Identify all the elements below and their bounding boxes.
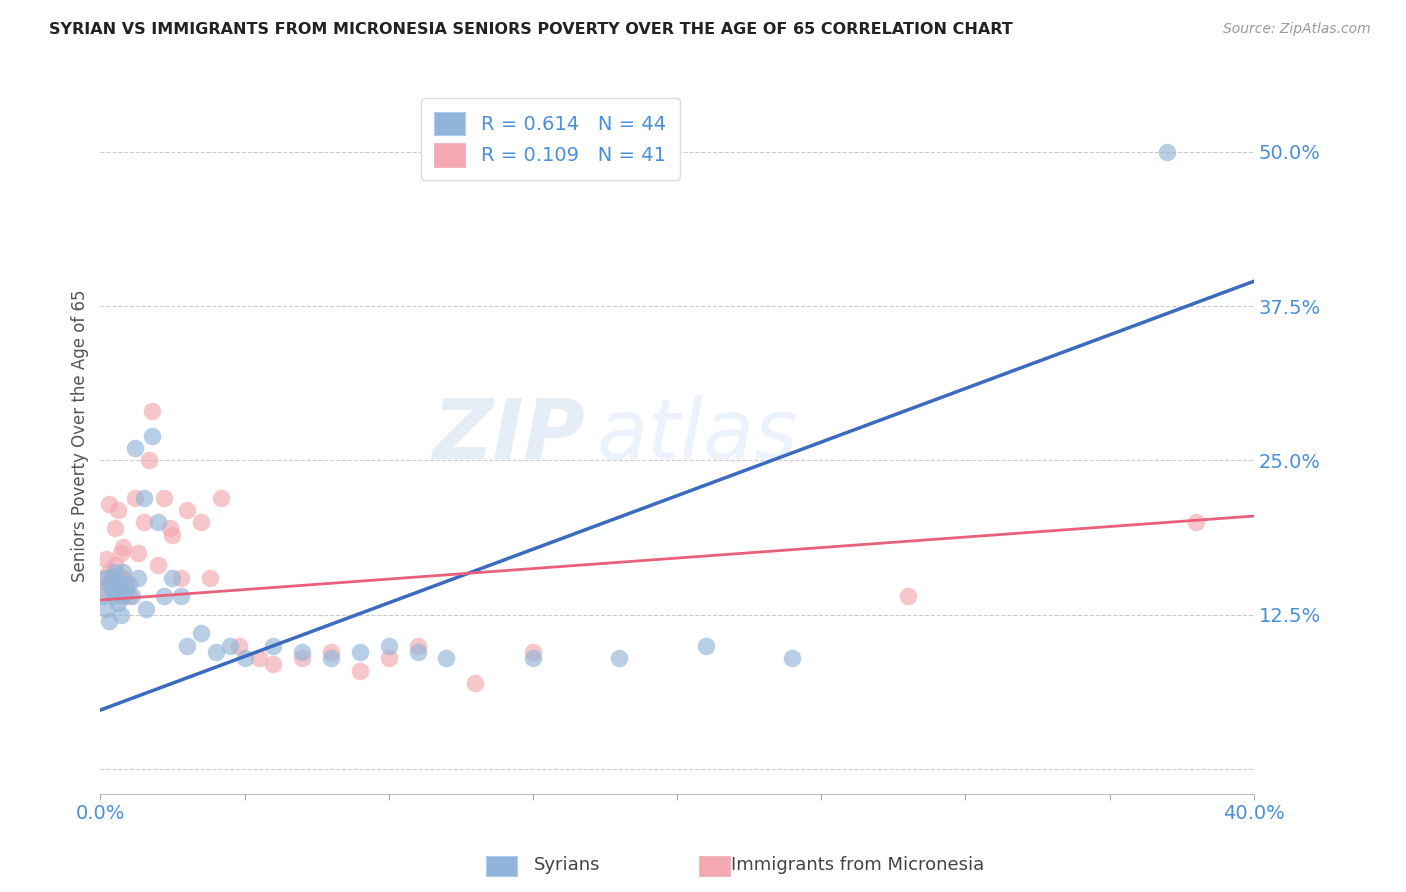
Point (107, 583, 129, 598)
Point (1185, 515, 1208, 529)
Point (118, 590, 141, 604)
Point (609, 651, 631, 665)
Point (110, 571, 132, 585)
Point (110, 546, 132, 560)
Point (162, 527, 184, 541)
Point (115, 577, 138, 591)
Point (98, 565, 121, 579)
Text: ZIP: ZIP (432, 395, 585, 476)
Point (118, 577, 141, 591)
Point (146, 515, 169, 529)
Text: Source: ZipAtlas.com: Source: ZipAtlas.com (1223, 22, 1371, 37)
Point (107, 503, 129, 517)
Point (127, 546, 149, 560)
Point (377, 651, 399, 665)
Point (132, 515, 155, 529)
Text: Immigrants from Micronesia: Immigrants from Micronesia (731, 856, 984, 874)
Point (190, 626, 212, 640)
Text: Syrians: Syrians (534, 856, 600, 874)
Point (91, 571, 114, 585)
Point (138, 453, 160, 467)
Text: SYRIAN VS IMMIGRANTS FROM MICRONESIA SENIORS POVERTY OVER THE AGE OF 65 CORRELAT: SYRIAN VS IMMIGRANTS FROM MICRONESIA SEN… (49, 22, 1012, 37)
Point (104, 521, 127, 535)
Point (104, 590, 127, 604)
Point (204, 645, 226, 659)
Point (112, 540, 135, 554)
Point (112, 590, 135, 604)
Point (98, 614, 121, 628)
Point (262, 639, 284, 653)
Point (349, 664, 371, 678)
Point (101, 571, 124, 585)
Point (1156, 145, 1178, 159)
Point (233, 651, 256, 665)
Point (522, 651, 544, 665)
Y-axis label: Seniors Poverty Over the Age of 65: Seniors Poverty Over the Age of 65 (72, 290, 89, 582)
Point (115, 583, 138, 598)
Point (94, 552, 117, 566)
Point (110, 577, 132, 591)
Point (124, 491, 146, 505)
Point (107, 596, 129, 610)
Point (146, 558, 169, 573)
Point (406, 645, 429, 659)
Point (522, 645, 544, 659)
Point (247, 651, 270, 665)
Point (219, 639, 242, 653)
Point (897, 590, 920, 604)
Point (104, 558, 127, 573)
Point (170, 590, 193, 604)
Point (94, 571, 117, 585)
Point (211, 491, 233, 505)
Point (110, 607, 132, 622)
Legend: R = 0.614   N = 44, R = 0.109   N = 41: R = 0.614 N = 44, R = 0.109 N = 41 (420, 98, 679, 180)
Point (349, 645, 371, 659)
Point (190, 515, 212, 529)
Point (159, 521, 181, 535)
Point (141, 404, 163, 418)
Point (170, 571, 193, 585)
Point (94, 583, 117, 598)
Point (198, 571, 221, 585)
Point (124, 441, 146, 455)
Point (152, 590, 174, 604)
Point (162, 571, 184, 585)
Point (98, 497, 121, 511)
Point (176, 503, 198, 517)
Point (291, 645, 314, 659)
Point (782, 651, 804, 665)
Point (94, 601, 117, 615)
Point (141, 429, 163, 443)
Text: atlas: atlas (596, 395, 799, 476)
Point (98, 577, 121, 591)
Point (228, 639, 250, 653)
Point (101, 583, 124, 598)
Point (121, 590, 143, 604)
Point (434, 651, 457, 665)
Point (291, 651, 314, 665)
Point (132, 491, 155, 505)
Point (406, 639, 429, 653)
Point (91, 590, 114, 604)
Point (101, 571, 124, 585)
Point (112, 565, 135, 579)
Point (152, 491, 174, 505)
Point (104, 565, 127, 579)
Point (695, 639, 717, 653)
Point (135, 601, 157, 615)
Point (377, 639, 399, 653)
Point (464, 676, 486, 690)
Point (112, 571, 135, 585)
Point (127, 571, 149, 585)
Point (319, 651, 342, 665)
Point (262, 657, 284, 672)
Point (176, 639, 198, 653)
Point (319, 645, 342, 659)
